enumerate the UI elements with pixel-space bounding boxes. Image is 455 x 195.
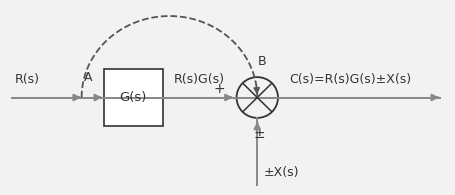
Text: +: +: [213, 82, 225, 96]
Text: ±X(s): ±X(s): [263, 166, 299, 179]
Text: ±: ±: [253, 127, 265, 141]
Text: R(s): R(s): [15, 73, 40, 86]
Text: R(s)G(s): R(s)G(s): [174, 73, 225, 86]
Text: B: B: [257, 55, 266, 68]
Text: A: A: [84, 71, 92, 84]
Text: G(s): G(s): [120, 91, 147, 104]
Bar: [104, 69, 162, 126]
Text: C(s)=R(s)G(s)±X(s): C(s)=R(s)G(s)±X(s): [288, 73, 410, 86]
